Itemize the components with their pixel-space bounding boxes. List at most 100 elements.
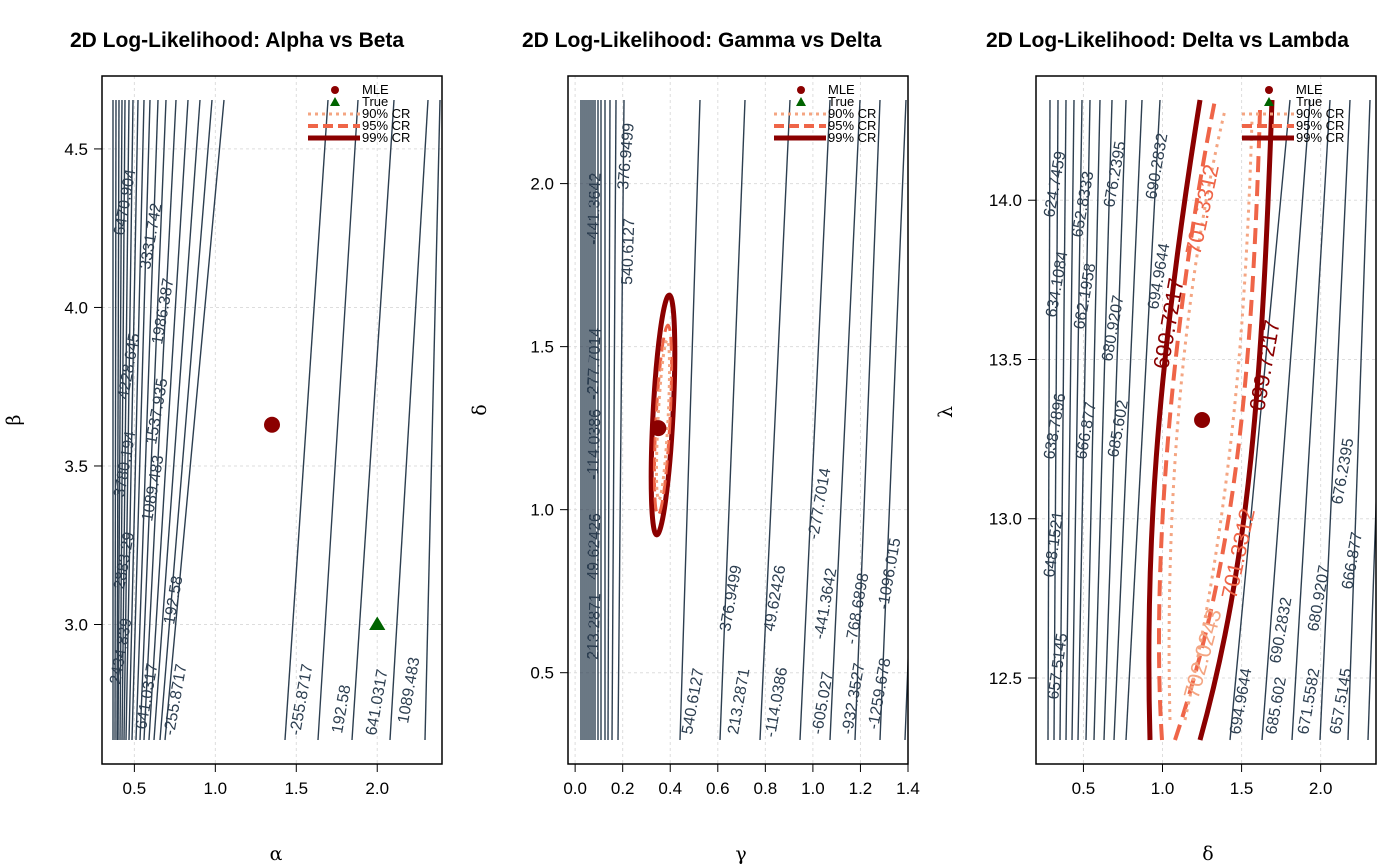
contour-line	[617, 99, 625, 741]
x-tick-label: 0.4	[658, 779, 682, 798]
legend-true-marker	[1264, 97, 1274, 106]
contour-label: 540.6127	[679, 667, 707, 736]
mle-point	[1194, 412, 1211, 428]
legend-label: 99% CR	[828, 130, 876, 145]
contour-line	[116, 99, 120, 741]
contour-line	[1113, 99, 1143, 741]
contour-label: -114.0386	[585, 409, 604, 481]
mle-point	[650, 420, 667, 437]
x-tick-label: 2.0	[1309, 779, 1333, 798]
contour-line	[389, 99, 429, 741]
legend-label: 95% CR	[1296, 118, 1344, 133]
contour-label: 694.9644	[1227, 667, 1255, 736]
y-axis-label: β	[3, 414, 25, 425]
legend-label: MLE	[362, 82, 389, 97]
contour-line	[1319, 99, 1351, 741]
cr-90	[654, 338, 672, 502]
panel-alpha-beta: 2D Log-Likelihood: Alpha vs Beta 6470.90…	[3, 29, 443, 865]
contour-label: -605.027	[809, 670, 837, 735]
x-tick-label: 0.5	[123, 779, 147, 798]
x-tick-label: 0.6	[706, 779, 730, 798]
contour-label: -114.0386	[762, 666, 791, 739]
contour-line	[1367, 486, 1376, 741]
x-axis-label: α	[270, 843, 283, 865]
contour-label: 666.877	[1339, 531, 1366, 591]
contour-line	[1229, 99, 1291, 741]
plot-frame	[567, 75, 909, 765]
contour-line	[317, 99, 359, 741]
cr-95	[652, 323, 674, 517]
panel-delta-lambda: 2D Log-Likelihood: Delta vs Lambda 624.7…	[935, 29, 1377, 865]
contour-label: -277.7014	[585, 327, 605, 400]
contour-label: 676.2395	[1101, 140, 1129, 209]
contour-label: -932.3527	[839, 662, 868, 736]
contour-line	[148, 99, 189, 741]
contour-line	[611, 99, 617, 741]
contour-line	[1125, 99, 1161, 741]
contour-label: 680.9207	[1305, 564, 1333, 633]
contour-line	[125, 99, 139, 741]
contour-label: 685.602	[1263, 676, 1290, 736]
x-tick-label: 1.5	[1230, 779, 1254, 798]
contour-label: 376.9499	[615, 122, 638, 190]
cr-99	[1197, 99, 1275, 741]
cr-99	[648, 292, 678, 538]
point-markers	[650, 420, 667, 437]
contour-line	[607, 99, 611, 741]
point-markers	[1194, 412, 1211, 428]
legend-label: 99% CR	[362, 130, 410, 145]
contour-line	[1077, 99, 1091, 741]
contour-line	[159, 99, 213, 741]
contour-label: 192.58	[329, 683, 354, 734]
x-tick-label: 1.0	[801, 779, 825, 798]
contour-line	[759, 99, 791, 741]
chart-title: 2D Log-Likelihood: Gamma vs Delta	[522, 29, 882, 52]
contour-line	[351, 99, 395, 741]
legend-true-marker	[796, 97, 806, 106]
contour-label: 49.62426	[585, 513, 604, 580]
chart-title: 2D Log-Likelihood: Delta vs Lambda	[986, 29, 1349, 52]
contour-label: 638.7896	[1041, 392, 1069, 461]
x-tick-label: 1.2	[849, 779, 873, 798]
contour-label: 213.2871	[585, 593, 604, 660]
contour-label: -768.6898	[843, 572, 872, 646]
legend-label: 99% CR	[1296, 130, 1344, 145]
contour-line	[114, 99, 117, 741]
point-markers	[264, 416, 388, 631]
y-tick-label: 3.0	[64, 615, 88, 634]
contour-line	[135, 99, 159, 741]
contour-label: -1096.015	[875, 537, 904, 611]
legend-mle-marker	[797, 86, 805, 94]
contour-label: 213.2871	[725, 667, 753, 736]
contour-line	[1347, 99, 1371, 741]
legend-mle-marker	[331, 86, 339, 94]
legend-true-marker	[330, 97, 340, 106]
y-tick-label: 0.5	[530, 664, 554, 683]
contour-line	[1059, 99, 1067, 741]
legend-label: 90% CR	[828, 106, 876, 121]
contour-line	[117, 99, 123, 741]
contour-label: -277.7014	[805, 467, 834, 541]
contour-label: -1259.678	[865, 657, 894, 731]
chart-title: 2D Log-Likelihood: Alpha vs Beta	[70, 29, 404, 52]
x-tick-label: 1.4	[896, 779, 920, 798]
y-axis-label: λ	[935, 406, 957, 418]
contour-labels: 376.9499 540.6127 -441.3642 -277.7014 -1…	[585, 122, 904, 738]
contour-label: 690.2832	[1143, 132, 1171, 201]
contour-line	[139, 99, 167, 741]
legend-mle-marker	[1265, 86, 1273, 94]
y-tick-label: 13.0	[989, 510, 1022, 529]
true-point	[367, 614, 388, 631]
x-tick-label: 2.0	[365, 779, 389, 798]
legend-label: True	[1296, 94, 1322, 109]
contour-line	[119, 99, 126, 741]
plot-frame	[101, 75, 443, 765]
x-axis-label: δ	[1202, 843, 1213, 865]
confidence-regions	[1146, 99, 1275, 741]
confidence-regions	[648, 292, 678, 538]
y-tick-label: 13.5	[989, 350, 1022, 369]
